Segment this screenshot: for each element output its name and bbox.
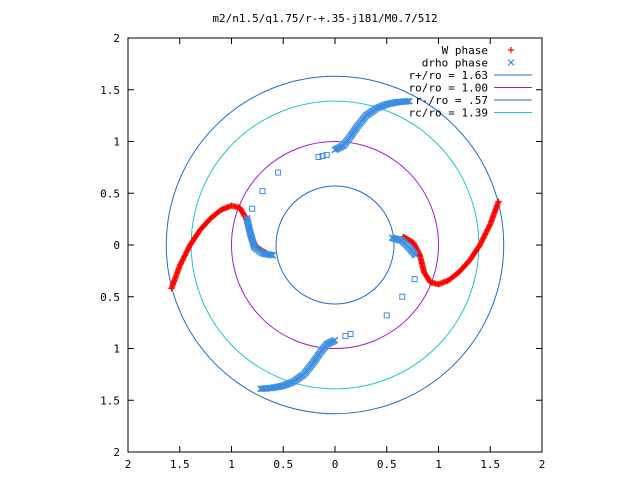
radius-circle (190, 100, 480, 390)
x-tick-label: 0.5 (377, 458, 397, 471)
arms-layer (168, 97, 502, 393)
legend-label: r+/ro = 1.63 (409, 69, 488, 82)
y-tick-label: 2 (113, 446, 120, 459)
scatter-point (411, 276, 418, 283)
scatter-point (259, 188, 266, 195)
data-point (403, 97, 411, 105)
data-point (406, 97, 413, 105)
data-point (266, 251, 274, 259)
data-point (508, 47, 514, 53)
ticks-layer: 2 1.5 1 0.5 0 0.5 1 1.5 221.510.500.511.52 (100, 32, 545, 471)
scatter-point (342, 333, 349, 340)
scatter-point (323, 151, 330, 158)
data-point (257, 385, 264, 393)
circles-layer (165, 75, 505, 415)
y-tick-label: 1 (113, 136, 120, 149)
y-tick-label: 0 (113, 239, 120, 252)
radius-circle (231, 141, 439, 349)
data-point (507, 59, 515, 66)
y-tick-label: 2 (113, 32, 120, 45)
scatter-point (275, 169, 282, 176)
y-tick-label: 0.5 (100, 187, 120, 200)
scatter-point (315, 154, 322, 161)
x-tick-label: 1 (228, 458, 235, 471)
x-tick-label: 0 (332, 458, 339, 471)
data-point (259, 385, 267, 393)
series-drho-phase (243, 97, 420, 393)
legend-label: r-/ro = .57 (415, 94, 488, 107)
legend-label: drho phase (422, 57, 488, 70)
legend-swatch (508, 47, 514, 53)
legend-label: W phase (442, 44, 488, 57)
x-tick-label: 1.5 (170, 458, 190, 471)
y-tick-label: 1.5 (100, 84, 120, 97)
data-point (258, 385, 266, 393)
y-tick-label: 1.5 (100, 394, 120, 407)
y-tick-label: 1 (113, 343, 120, 356)
data-point (404, 97, 412, 105)
scatter-point (249, 205, 256, 212)
x-tick-label: 1 (435, 458, 442, 471)
legend-label: rc/ro = 1.39 (409, 107, 488, 120)
data-point (269, 251, 277, 259)
legend-swatch (507, 59, 515, 66)
scatter-point (319, 152, 326, 159)
y-tick-label: 0.5 (100, 291, 120, 304)
series-w-phase (168, 198, 502, 292)
scatter-point (399, 293, 406, 300)
x-tick-label: 2 (125, 458, 132, 471)
scatter-point (383, 312, 390, 319)
x-tick-label: 0.5 (273, 458, 293, 471)
radius-circle (165, 75, 505, 415)
scatter-point (347, 331, 354, 338)
data-point (268, 251, 276, 259)
radius-circle (275, 185, 395, 305)
x-tick-label: 2 (539, 458, 546, 471)
legend-label: ro/ro = 1.00 (409, 82, 488, 95)
data-point (412, 251, 420, 259)
x-tick-label: 1.5 (480, 458, 500, 471)
chart-title: m2/n1.5/q1.75/r-+.35-j181/M0.7/512 (212, 12, 437, 25)
